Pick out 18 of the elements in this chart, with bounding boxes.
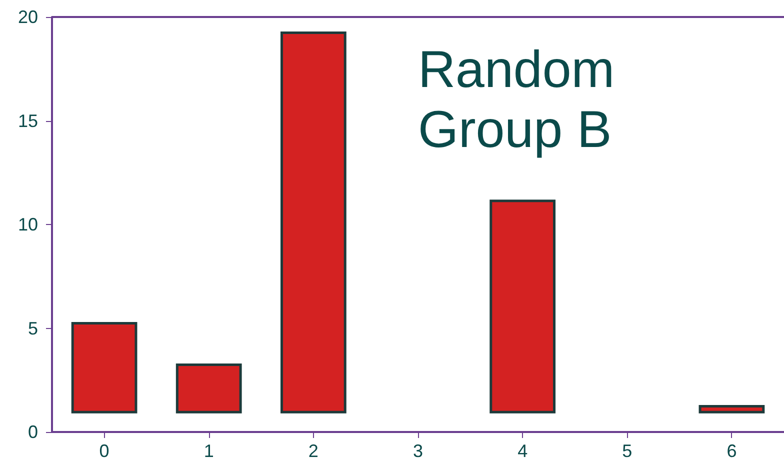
- annotation: Random Group B: [418, 41, 615, 159]
- x-tick-label: 0: [99, 441, 110, 461]
- bar: [71, 322, 138, 414]
- y-tick-label: 10: [18, 214, 38, 234]
- x-tick-label: 5: [622, 441, 632, 461]
- y-tick-label: 5: [28, 318, 38, 338]
- bar: [280, 32, 346, 414]
- bar: [490, 200, 556, 414]
- y-tick-label: 15: [18, 110, 38, 131]
- y-tick-label: 20: [18, 7, 38, 27]
- x-tick-label: 3: [412, 441, 424, 461]
- x-tick-label: 6: [726, 441, 737, 461]
- y-tick-label: 0: [28, 422, 38, 442]
- x-tick-label: 4: [518, 441, 528, 461]
- x-tick-label: 1: [204, 441, 214, 461]
- bar: [176, 364, 242, 414]
- bar: [698, 405, 765, 414]
- x-tick-label: 2: [308, 441, 318, 461]
